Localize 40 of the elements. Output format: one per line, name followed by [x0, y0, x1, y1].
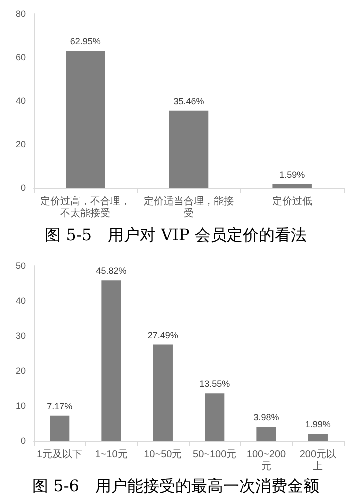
x-tick-label: 1~10元: [95, 450, 128, 460]
y-tick-label: 30: [16, 331, 26, 341]
data-label: 3.98%: [254, 412, 280, 423]
data-label: 27.49%: [148, 330, 178, 340]
bar: [66, 51, 106, 188]
y-tick-label: 50: [16, 261, 26, 271]
bar: [205, 394, 225, 441]
x-tick-label: 200元以上: [300, 448, 337, 472]
data-label: 1.59%: [280, 170, 306, 180]
data-label: 62.95%: [70, 36, 101, 47]
bar: [50, 416, 70, 441]
data-label: 45.82%: [96, 266, 127, 276]
y-tick-label: 0: [20, 436, 26, 446]
x-tick-label: 50~100元: [193, 450, 237, 460]
x-tick-label: 定价适当合理，能接受: [144, 196, 234, 220]
y-tick-label: 80: [16, 9, 26, 19]
x-tick-label: 1元及以下: [37, 448, 83, 460]
y-tick-label: 60: [16, 52, 26, 62]
x-tick-label: 定价过高，不合理，不太能接受: [40, 196, 131, 220]
y-tick-label: 0: [20, 183, 26, 193]
bar: [256, 427, 276, 441]
y-tick-label: 20: [16, 140, 26, 150]
bar: [153, 344, 173, 441]
y-tick-label: 20: [16, 366, 26, 376]
y-tick-label: 10: [16, 401, 26, 411]
data-label: 1.99%: [305, 420, 331, 430]
bar: [169, 110, 209, 188]
data-label: 35.46%: [174, 96, 204, 106]
y-tick-label: 40: [16, 296, 26, 306]
x-tick-label: 10~50元: [144, 450, 182, 460]
data-label: 7.17%: [47, 401, 73, 412]
text: 图 5-6 用户能接受的最高一次消费金额: [32, 476, 320, 496]
bar: [272, 184, 312, 188]
x-tick-label: 定价过低: [272, 196, 312, 208]
text: 图 5-5 用户对 VIP 会员定价的看法: [45, 226, 307, 244]
data-label: 13.55%: [200, 379, 230, 390]
y-tick-label: 40: [16, 96, 26, 106]
bar: [102, 280, 122, 441]
x-tick-label: 100~200元: [246, 450, 287, 472]
bar: [308, 434, 328, 441]
